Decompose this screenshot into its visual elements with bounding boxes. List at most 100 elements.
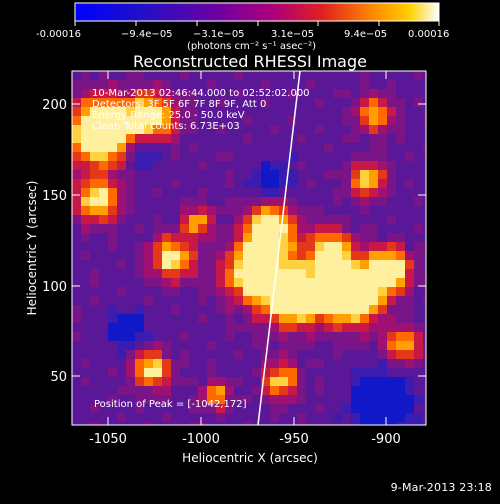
- image-pixel: [396, 314, 405, 323]
- image-pixel: [72, 143, 81, 152]
- image-pixel: [207, 395, 216, 404]
- image-pixel: [180, 188, 189, 197]
- image-pixel: [297, 260, 306, 269]
- image-pixel: [90, 314, 99, 323]
- image-pixel: [72, 350, 81, 359]
- image-pixel: [243, 377, 252, 386]
- image-pixel: [198, 278, 207, 287]
- image-pixel: [369, 341, 378, 350]
- image-pixel: [288, 152, 297, 161]
- image-pixel: [252, 296, 261, 305]
- image-pixel: [288, 179, 297, 188]
- image-pixel: [135, 260, 144, 269]
- image-pixel: [243, 161, 252, 170]
- image-pixel: [126, 224, 135, 233]
- image-pixel: [378, 287, 387, 296]
- image-pixel: [252, 368, 261, 377]
- x-tick-label: -1050: [89, 432, 127, 447]
- image-pixel: [225, 269, 234, 278]
- timestamp-footer: 9-Mar-2013 23:18: [390, 481, 492, 494]
- image-pixel: [315, 125, 324, 134]
- image-pixel: [90, 134, 99, 143]
- image-pixel: [261, 413, 270, 422]
- image-pixel: [315, 134, 324, 143]
- image-pixel: [270, 107, 279, 116]
- image-pixel: [72, 323, 81, 332]
- image-pixel: [117, 251, 126, 260]
- image-pixel: [135, 80, 144, 89]
- image-pixel: [414, 296, 423, 305]
- image-pixel: [162, 395, 171, 404]
- image-pixel: [234, 260, 243, 269]
- image-pixel: [135, 224, 144, 233]
- image-pixel: [234, 323, 243, 332]
- image-pixel: [342, 197, 351, 206]
- image-pixel: [324, 359, 333, 368]
- image-pixel: [216, 287, 225, 296]
- image-pixel: [135, 377, 144, 386]
- image-pixel: [297, 215, 306, 224]
- image-pixel: [414, 98, 423, 107]
- image-pixel: [234, 224, 243, 233]
- image-pixel: [90, 368, 99, 377]
- image-pixel: [108, 89, 117, 98]
- image-pixel: [351, 107, 360, 116]
- image-pixel: [180, 152, 189, 161]
- image-pixel: [288, 251, 297, 260]
- image-pixel: [135, 71, 144, 80]
- image-pixel: [108, 377, 117, 386]
- image-pixel: [72, 368, 81, 377]
- image-pixel: [423, 224, 426, 233]
- image-pixel: [333, 170, 342, 179]
- image-pixel: [315, 170, 324, 179]
- image-pixel: [315, 305, 324, 314]
- image-pixel: [351, 98, 360, 107]
- image-pixel: [297, 422, 306, 425]
- image-pixel: [90, 251, 99, 260]
- image-pixel: [72, 80, 81, 89]
- image-pixel: [279, 143, 288, 152]
- image-pixel: [396, 134, 405, 143]
- image-pixel: [144, 359, 153, 368]
- image-pixel: [369, 350, 378, 359]
- image-pixel: [405, 368, 414, 377]
- image-pixel: [81, 323, 90, 332]
- image-pixel: [108, 116, 117, 125]
- image-pixel: [171, 152, 180, 161]
- image-pixel: [216, 332, 225, 341]
- image-pixel: [414, 350, 423, 359]
- image-pixel: [396, 386, 405, 395]
- image-pixel: [90, 89, 99, 98]
- image-pixel: [171, 71, 180, 80]
- image-pixel: [423, 287, 426, 296]
- image-pixel: [423, 305, 426, 314]
- image-pixel: [306, 260, 315, 269]
- image-pixel: [369, 71, 378, 80]
- image-pixel: [72, 314, 81, 323]
- image-pixel: [72, 116, 81, 125]
- x-tick-label: -900: [371, 432, 401, 447]
- image-pixel: [90, 260, 99, 269]
- image-pixel: [216, 395, 225, 404]
- image-pixel: [369, 215, 378, 224]
- image-pixel: [414, 278, 423, 287]
- image-pixel: [333, 125, 342, 134]
- image-pixel: [180, 242, 189, 251]
- image-pixel: [333, 134, 342, 143]
- image-pixel: [360, 341, 369, 350]
- image-pixel: [207, 215, 216, 224]
- image-pixel: [252, 314, 261, 323]
- image-pixel: [90, 206, 99, 215]
- image-pixel: [126, 395, 135, 404]
- image-pixel: [144, 368, 153, 377]
- image-pixel: [90, 179, 99, 188]
- image-pixel: [270, 350, 279, 359]
- image-pixel: [270, 404, 279, 413]
- image-pixel: [414, 251, 423, 260]
- image-pixel: [126, 332, 135, 341]
- image-pixel: [225, 197, 234, 206]
- image-pixel: [162, 89, 171, 98]
- colorbar-tick-label-3: 3.1e−05: [271, 29, 314, 40]
- image-pixel: [117, 305, 126, 314]
- image-pixel: [306, 314, 315, 323]
